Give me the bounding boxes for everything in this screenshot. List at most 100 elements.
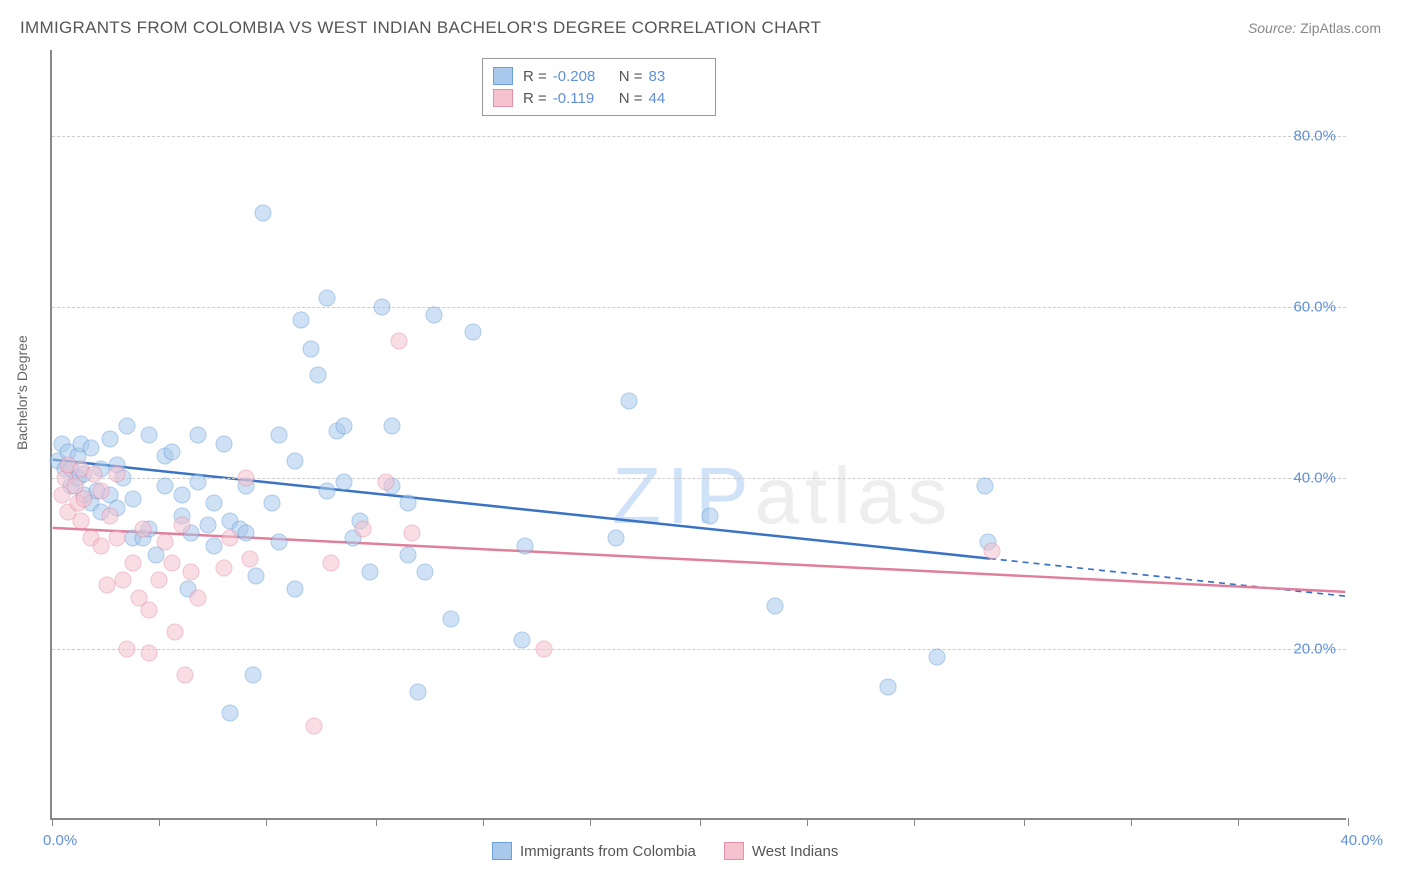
- data-point: [215, 435, 232, 452]
- data-point: [309, 367, 326, 384]
- legend-item: Immigrants from Colombia: [492, 842, 696, 860]
- data-point: [374, 298, 391, 315]
- data-point: [254, 204, 271, 221]
- y-tick-label: 40.0%: [1293, 469, 1336, 486]
- data-point: [73, 512, 90, 529]
- data-point: [125, 491, 142, 508]
- data-point: [355, 521, 372, 538]
- data-point: [400, 546, 417, 563]
- data-point: [620, 392, 637, 409]
- data-point: [238, 525, 255, 542]
- x-tick: [914, 818, 915, 826]
- source-value: ZipAtlas.com: [1300, 20, 1381, 36]
- data-point: [977, 478, 994, 495]
- legend: Immigrants from Colombia West Indians: [492, 842, 838, 860]
- data-point: [157, 478, 174, 495]
- data-point: [361, 563, 378, 580]
- data-point: [102, 508, 119, 525]
- data-point: [335, 418, 352, 435]
- y-tick-label: 60.0%: [1293, 298, 1336, 315]
- data-point: [319, 290, 336, 307]
- data-point: [238, 469, 255, 486]
- data-point: [403, 525, 420, 542]
- data-point: [293, 311, 310, 328]
- data-point: [377, 474, 394, 491]
- data-point: [189, 589, 206, 606]
- data-point: [322, 555, 339, 572]
- legend-item: West Indians: [724, 842, 838, 860]
- data-point: [215, 559, 232, 576]
- data-point: [118, 640, 135, 657]
- r-label: R =: [519, 68, 547, 85]
- data-point: [513, 632, 530, 649]
- data-point: [983, 542, 1000, 559]
- data-point: [244, 666, 261, 683]
- legend-swatch: [724, 842, 744, 860]
- data-point: [199, 516, 216, 533]
- watermark: ZIPatlas: [612, 450, 953, 542]
- x-tick: [1238, 818, 1239, 826]
- data-point: [766, 598, 783, 615]
- gridline: [52, 649, 1346, 650]
- data-point: [270, 533, 287, 550]
- data-point: [442, 610, 459, 627]
- data-point: [157, 533, 174, 550]
- data-point: [222, 529, 239, 546]
- data-point: [163, 555, 180, 572]
- source-label: Source:: [1248, 20, 1300, 36]
- data-point: [206, 538, 223, 555]
- x-tick: [590, 818, 591, 826]
- data-point: [426, 307, 443, 324]
- data-point: [150, 572, 167, 589]
- data-point: [517, 538, 534, 555]
- gridline: [52, 307, 1346, 308]
- data-point: [86, 465, 103, 482]
- trend-lines: [52, 50, 1346, 818]
- data-point: [163, 444, 180, 461]
- data-point: [607, 529, 624, 546]
- x-tick: [700, 818, 701, 826]
- r-label: R =: [519, 90, 547, 107]
- watermark-zip: ZIP: [612, 451, 754, 540]
- data-point: [306, 717, 323, 734]
- x-tick: [1024, 818, 1025, 826]
- data-point: [82, 439, 99, 456]
- data-point: [222, 705, 239, 722]
- r-value: -0.208: [553, 68, 609, 85]
- data-point: [410, 683, 427, 700]
- data-point: [206, 495, 223, 512]
- data-point: [167, 623, 184, 640]
- data-point: [928, 649, 945, 666]
- data-point: [189, 474, 206, 491]
- data-point: [173, 516, 190, 533]
- data-point: [189, 427, 206, 444]
- data-point: [879, 679, 896, 696]
- data-point: [108, 465, 125, 482]
- data-point: [115, 572, 132, 589]
- x-tick: [376, 818, 377, 826]
- data-point: [287, 452, 304, 469]
- data-point: [118, 418, 135, 435]
- stats-box: R = -0.208 N = 83 R =-0.119N =44: [482, 58, 716, 116]
- n-label: N =: [615, 68, 643, 85]
- data-point: [287, 581, 304, 598]
- x-tick: [266, 818, 267, 826]
- n-value: 83: [649, 68, 705, 85]
- series-swatch: [493, 89, 513, 107]
- data-point: [701, 508, 718, 525]
- legend-label: West Indians: [752, 843, 838, 860]
- data-point: [416, 563, 433, 580]
- y-tick-label: 20.0%: [1293, 640, 1336, 657]
- gridline: [52, 136, 1346, 137]
- x-tick: [159, 818, 160, 826]
- data-point: [303, 341, 320, 358]
- data-point: [536, 640, 553, 657]
- x-tick-0: 0.0%: [43, 832, 77, 849]
- legend-label: Immigrants from Colombia: [520, 843, 696, 860]
- data-point: [335, 474, 352, 491]
- data-point: [125, 555, 142, 572]
- data-point: [400, 495, 417, 512]
- series-swatch: [493, 67, 513, 85]
- stats-row: R =-0.119N =44: [493, 87, 705, 109]
- x-tick: [483, 818, 484, 826]
